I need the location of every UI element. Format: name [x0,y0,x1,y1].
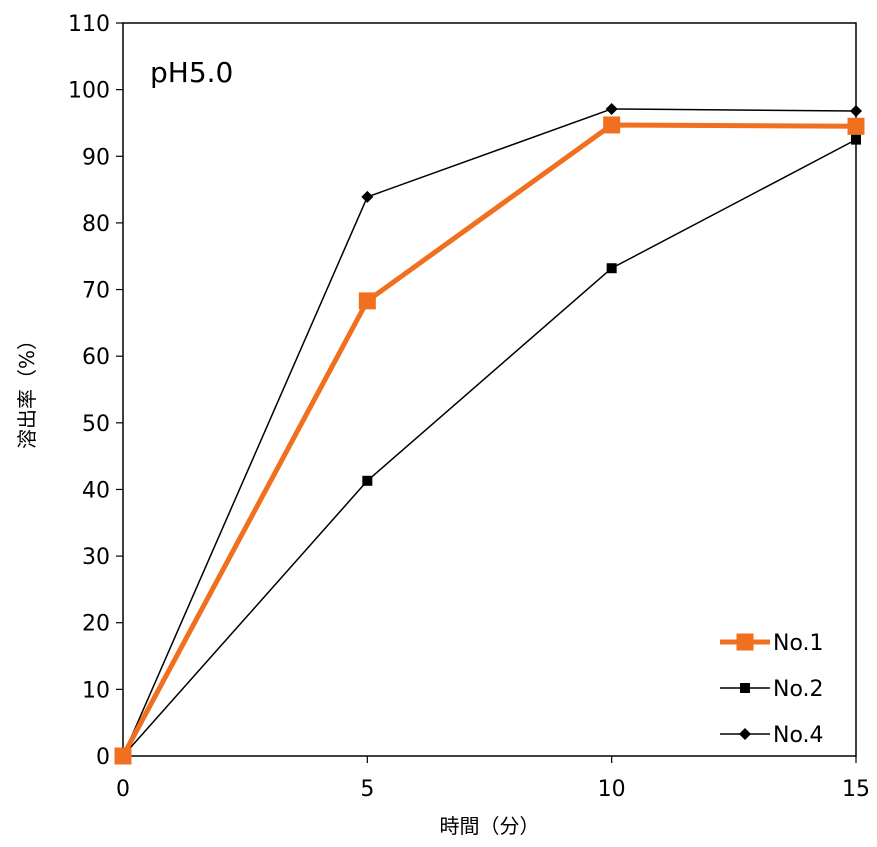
y-tick-label: 10 [82,678,110,703]
x-tick-label: 10 [598,777,626,802]
data-point [847,117,865,135]
y-tick-label: 30 [82,545,110,570]
data-point [114,747,132,765]
legend-label: No.1 [773,631,824,656]
condition-annotation: pH5.0 [150,56,233,89]
data-point [850,104,862,117]
data-point [358,292,376,310]
legend-swatch-marker [739,728,751,740]
legend-item-no4: No.4 [720,723,824,748]
legend-swatch-marker [736,633,754,651]
series-line [120,122,857,758]
data-point [851,134,861,145]
y-tick-label: 50 [82,412,110,437]
legend-label: No.4 [773,723,824,748]
legend-item-no2: No.2 [720,677,824,702]
y-tick-label: 40 [82,478,110,503]
y-axis-title: 溶出率（%） [15,330,39,449]
plot-frame [122,22,857,757]
data-point [362,475,373,486]
y-tick-label: 60 [82,345,110,370]
y-axis: 0 10 20 30 40 50 60 70 80 90 100 110 [68,12,123,770]
y-tick-label: 70 [82,279,110,304]
y-tick-label: 0 [96,745,110,770]
data-point [603,116,621,134]
legend: No.1 No.2 No.4 [720,631,824,748]
y-tick-label: 80 [82,212,110,237]
x-axis-title: 時間（分） [440,814,540,838]
series-no2 [118,134,861,761]
y-tick-label: 20 [82,612,110,637]
series-no1 [114,116,865,765]
y-tick-label: 110 [68,12,110,37]
legend-label: No.2 [773,677,824,702]
x-tick-label: 5 [360,777,374,802]
legend-swatch-marker [740,683,750,693]
data-point [361,190,374,203]
x-axis: 0 5 10 15 [116,756,870,802]
data-point [606,263,617,274]
series-no4 [117,102,862,762]
series-line [122,108,857,757]
y-tick-label: 100 [68,79,110,104]
data-point [605,102,618,115]
series-layer [114,102,865,765]
plot-area [122,22,857,757]
x-tick-label: 0 [116,777,130,802]
series-line [122,138,857,757]
y-tick-label: 90 [82,145,110,170]
x-tick-label: 15 [842,777,870,802]
legend-item-no1: No.1 [720,631,824,656]
